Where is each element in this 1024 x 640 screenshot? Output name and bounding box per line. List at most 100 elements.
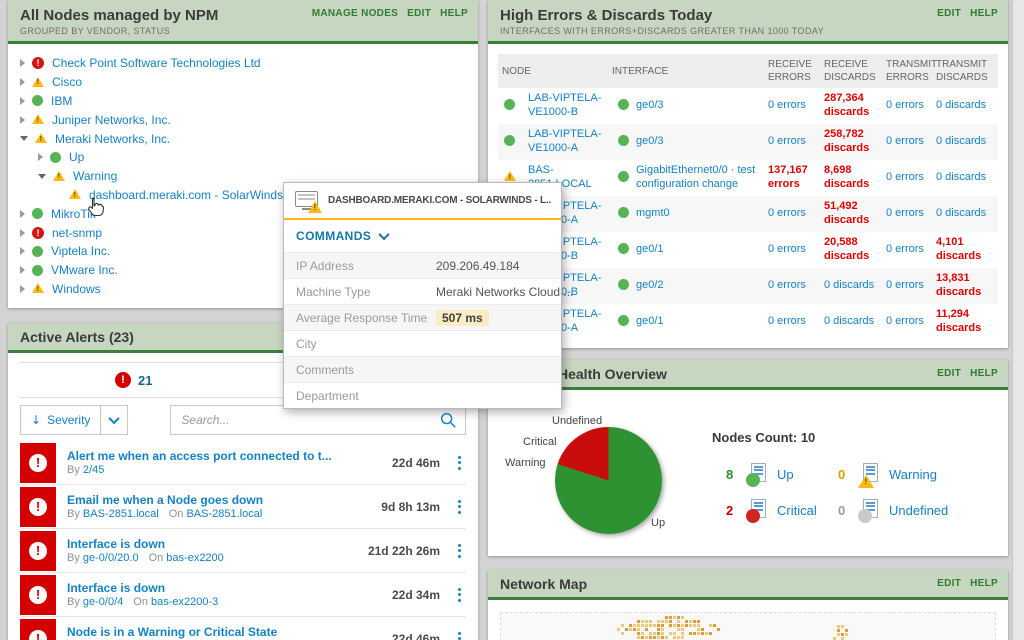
expand-arrow-icon[interactable] — [38, 153, 43, 162]
alert-row[interactable]: Alert me when an access port connected t… — [20, 441, 466, 485]
interface-name-link[interactable]: ge0/1 — [636, 243, 664, 256]
alert-node-link[interactable]: bas-ex2200-3 — [151, 596, 219, 608]
page-scrollbar[interactable] — [1012, 0, 1024, 640]
interface-name-link[interactable]: ge0/2 — [636, 279, 664, 292]
alert-trigger-link[interactable]: 2/45 — [82, 464, 105, 476]
expand-arrow-icon[interactable] — [20, 284, 25, 293]
edit-link[interactable]: EDIT — [407, 8, 432, 19]
tree-item[interactable]: VMware Inc. — [8, 261, 478, 280]
node-name-link[interactable]: LAB-VIPTELA-VE1000-B — [528, 92, 602, 118]
expand-arrow-icon[interactable] — [20, 115, 25, 124]
tree-item[interactable]: Windows — [8, 280, 478, 299]
alert-title-link[interactable]: Alert me when an access port connected t… — [67, 449, 332, 463]
alert-menu-button[interactable] — [452, 543, 466, 558]
sort-by-severity-button[interactable]: ↓ Severity — [21, 413, 100, 427]
expand-arrow-icon[interactable] — [20, 228, 25, 237]
commands-dropdown[interactable]: COMMANDS — [284, 220, 561, 252]
alert-menu-button[interactable] — [452, 455, 466, 470]
expand-arrow-icon[interactable] — [20, 96, 25, 105]
expand-arrow-icon[interactable] — [20, 59, 25, 68]
tree-item[interactable]: net-snmp — [8, 223, 478, 242]
manage-nodes-link[interactable]: MANAGE NODES — [311, 8, 399, 19]
help-link[interactable]: HELP — [970, 368, 998, 379]
tree-item-label[interactable]: VMware Inc. — [51, 263, 118, 278]
alert-title-link[interactable]: Interface is down — [67, 537, 166, 551]
interface-name-link[interactable]: mgmt0 — [636, 207, 670, 220]
alert-menu-button[interactable] — [452, 587, 466, 602]
alert-trigger-link[interactable]: BAS-2851.local — [82, 508, 159, 520]
tree-item[interactable]: Meraki Networks, Inc. — [8, 129, 478, 148]
search-input[interactable] — [181, 413, 439, 427]
tree-item-label[interactable]: Up — [69, 150, 85, 165]
legend-label-link[interactable]: Up — [777, 466, 794, 482]
expand-arrow-icon[interactable] — [20, 266, 25, 275]
expand-arrow-icon[interactable] — [20, 78, 25, 87]
tree-item[interactable]: dashboard.meraki.com - SolarWinds - Lab — [8, 186, 478, 205]
tree-item-label[interactable]: MikroTik — [51, 206, 96, 221]
tree-item[interactable]: Up — [8, 148, 478, 167]
sort-dropdown-button[interactable] — [101, 412, 127, 425]
tree-item-label[interactable]: IBM — [51, 93, 73, 108]
tree-item[interactable]: Check Point Software Technologies Ltd — [8, 54, 478, 73]
interface-name-link[interactable]: ge0/3 — [636, 99, 664, 112]
map-dot — [717, 628, 720, 631]
alert-menu-button[interactable] — [452, 631, 466, 640]
help-link[interactable]: HELP — [970, 8, 998, 19]
map-dot — [689, 632, 692, 635]
tree-item[interactable]: MikroTik — [8, 204, 478, 223]
legend-label-link[interactable]: Warning — [889, 466, 937, 482]
tree-item-label[interactable]: Meraki Networks, Inc. — [55, 131, 171, 146]
tree-item-label[interactable]: dashboard.meraki.com - SolarWinds - Lab — [89, 187, 314, 202]
tree-item-label[interactable]: Cisco — [52, 75, 83, 90]
property-label: IP Address — [296, 258, 354, 273]
tooltip-node-title[interactable]: DASHBOARD.MERAKI.COM - SOLARWINDS - L... — [328, 195, 551, 206]
alert-title-link[interactable]: Interface is down — [67, 581, 166, 595]
tree-item-label[interactable]: net-snmp — [52, 225, 103, 240]
tree-item-label[interactable]: Juniper Networks, Inc. — [52, 112, 171, 127]
interface-name-link[interactable]: GigabitEthernet0/0 · test configuration … — [636, 164, 756, 190]
collapse-arrow-icon[interactable] — [38, 173, 46, 179]
legend-label-link[interactable]: Critical — [777, 502, 817, 518]
tree-item[interactable]: Warning — [8, 167, 478, 186]
alert-node-link[interactable]: bas-ex2200 — [166, 552, 224, 564]
alert-menu-button[interactable] — [452, 499, 466, 514]
help-link[interactable]: HELP — [440, 8, 468, 19]
alert-trigger-link[interactable]: ge-0/0/20.0 — [82, 552, 139, 564]
search-icon[interactable] — [439, 411, 457, 429]
sort-direction-icon[interactable]: ↓ — [31, 413, 42, 427]
alert-row[interactable]: Node is in a Warning or Critical StateBy… — [20, 617, 466, 640]
alert-title-link[interactable]: Email me when a Node goes down — [67, 493, 264, 507]
alert-title-link[interactable]: Node is in a Warning or Critical State — [67, 625, 278, 639]
legend-label-link[interactable]: Undefined — [889, 502, 949, 518]
tree-item-label[interactable]: Check Point Software Technologies Ltd — [52, 56, 261, 71]
tree-item[interactable]: Cisco — [8, 73, 478, 92]
expand-arrow-icon[interactable] — [20, 209, 25, 218]
edit-link[interactable]: EDIT — [937, 368, 962, 379]
node-status-cell — [498, 99, 528, 113]
interface-name-link[interactable]: ge0/3 — [636, 135, 664, 148]
table-row[interactable]: LAB-VIPTELA-VE1000-B ge0/3 0 errors 287,364… — [498, 88, 998, 124]
tree-item-label[interactable]: Windows — [52, 281, 101, 296]
help-link[interactable]: HELP — [970, 578, 998, 589]
expand-arrow-icon[interactable] — [20, 247, 25, 256]
tree-item[interactable]: IBM — [8, 92, 478, 111]
table-row[interactable]: LAB-VIPTELA-VE1000-A ge0/3 0 errors 258,782… — [498, 124, 998, 160]
edit-link[interactable]: EDIT — [937, 578, 962, 589]
tree-item[interactable]: Juniper Networks, Inc. — [8, 110, 478, 129]
interface-name-link[interactable]: ge0/1 — [636, 315, 664, 328]
node-name-link[interactable]: LAB-VIPTELA-VE1000-A — [528, 128, 602, 154]
alert-node-link[interactable]: BAS-2851.local — [186, 508, 263, 520]
tree-item-label[interactable]: Warning — [73, 169, 118, 184]
collapse-arrow-icon[interactable] — [20, 136, 28, 142]
edit-link[interactable]: EDIT — [937, 8, 962, 19]
tree-item-label[interactable]: Viptela Inc. — [51, 244, 111, 259]
tree-item[interactable]: Viptela Inc. — [8, 242, 478, 261]
alert-trigger-link[interactable]: ge-0/0/4 — [82, 596, 124, 608]
